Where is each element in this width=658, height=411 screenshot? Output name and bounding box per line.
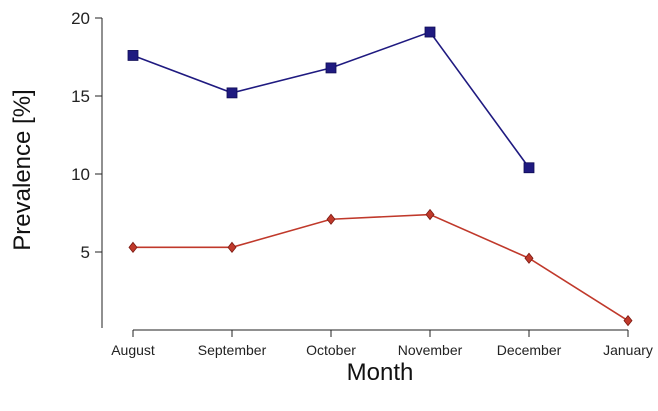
x-tick-label: October <box>306 342 356 358</box>
y-tick-label: 5 <box>81 243 90 262</box>
data-point-diamond <box>227 241 237 253</box>
x-axis: August September October November December Ja… <box>111 329 653 358</box>
x-tick-label: November <box>398 342 463 358</box>
y-tick-label: 10 <box>71 165 90 184</box>
x-axis-title: Month <box>347 359 414 386</box>
series-layer <box>127 26 633 327</box>
series-line <box>133 213 629 322</box>
series-2 <box>128 208 633 327</box>
data-point-square <box>127 50 139 61</box>
data-point-diamond <box>128 241 138 253</box>
data-point-square <box>523 162 535 174</box>
data-point-square <box>226 87 238 99</box>
series-line <box>132 31 530 169</box>
x-tick-label: August <box>111 342 155 358</box>
x-tick-label: September <box>198 342 267 358</box>
x-tick-label: December <box>497 342 562 358</box>
data-point-diamond <box>524 252 534 264</box>
data-point-diamond <box>425 208 435 221</box>
data-point-square <box>424 26 436 38</box>
series-1 <box>127 26 535 174</box>
y-axis: 5 10 15 20 <box>71 9 103 328</box>
y-tick-label: 20 <box>71 9 90 28</box>
data-point-diamond <box>623 314 633 327</box>
y-axis-title: Prevalence [%] <box>9 89 36 250</box>
x-tick-label: January <box>603 342 653 358</box>
y-tick-label: 15 <box>71 87 90 106</box>
data-point-diamond <box>326 213 336 225</box>
data-point-square <box>325 62 337 74</box>
